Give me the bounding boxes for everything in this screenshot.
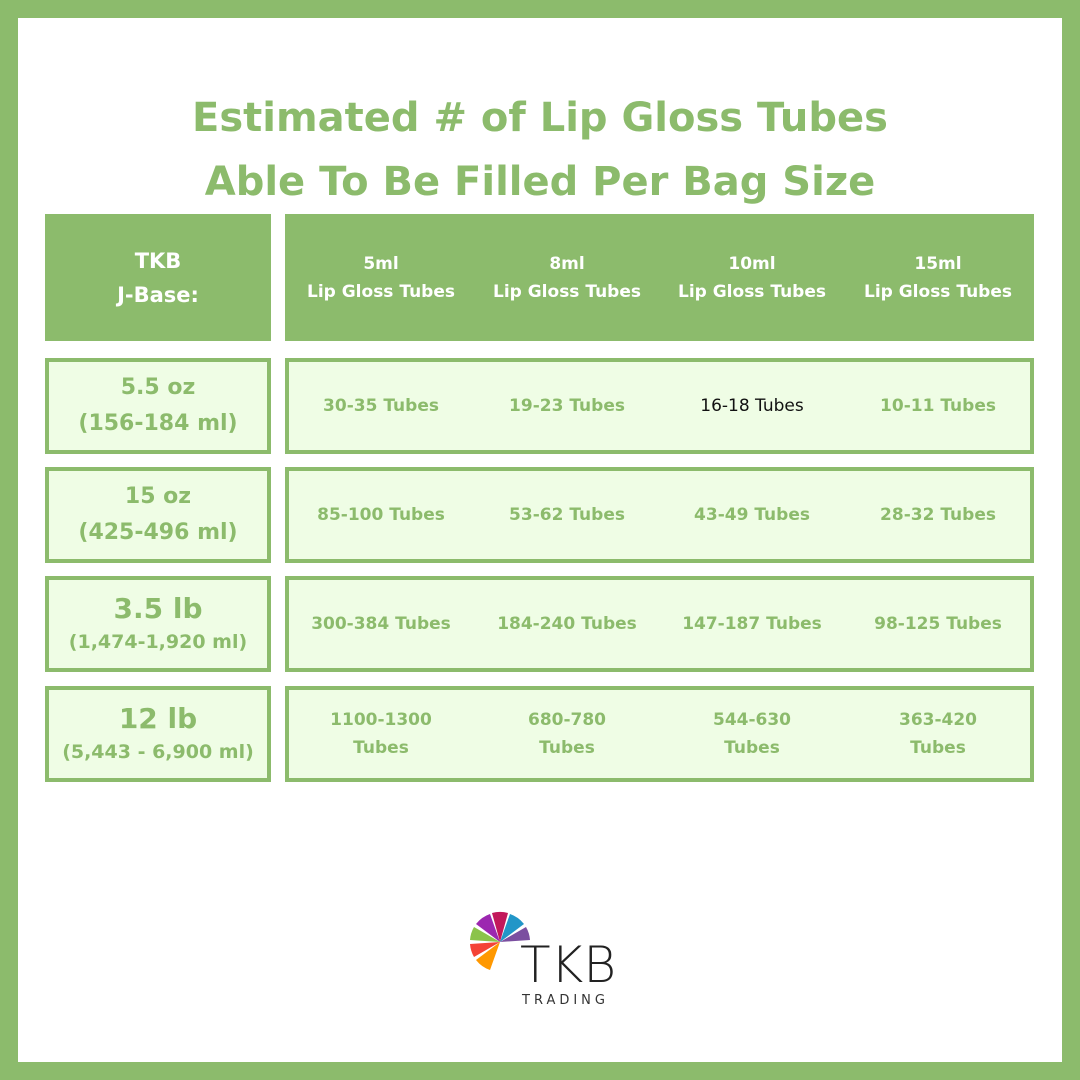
table-cell: 16-18 Tubes — [700, 396, 804, 416]
row-label: 5.5 oz (156-184 ml) — [45, 358, 271, 454]
row-cells: 85-100 Tubes 53-62 Tubes 43-49 Tubes 28-32 … — [285, 467, 1034, 563]
column-title-line: Lip Gloss Tubes — [677, 281, 826, 302]
table-cell: 28-32 Tubes — [880, 505, 996, 525]
title-line: Estimated # of Lip Gloss Tubes — [192, 95, 888, 141]
table-cell: 147-187 Tubes — [682, 614, 822, 634]
row-size: 3.5 lb — [113, 592, 203, 625]
table-cell: 1100-1300 Tubes — [330, 710, 432, 758]
table-cell: 43-49 Tubes — [694, 505, 810, 525]
table-cell: 30-35 Tubes — [323, 396, 439, 416]
column-title-line: Lip Gloss Tubes — [306, 281, 455, 302]
column-title-line: 8ml — [549, 253, 585, 274]
column-title: 8ml Lip Gloss Tubes — [477, 214, 657, 341]
column-header: 5ml Lip Gloss Tubes 8ml Lip Gloss Tubes 10ml… — [285, 214, 1034, 341]
title-line: Able To Be Filled Per Bag Size — [204, 159, 876, 205]
row-cells: 300-384 Tubes 184-240 Tubes 147-187 Tubes 9… — [285, 576, 1034, 672]
column-title-line: Lip Gloss Tubes — [492, 281, 641, 302]
table-cell: 53-62 Tubes — [509, 505, 625, 525]
row-volume: (425-496 ml) — [78, 520, 238, 545]
table-cell: 363-420 Tubes — [898, 710, 978, 758]
logo-mark — [470, 911, 530, 970]
row-volume: (156-184 ml) — [78, 411, 238, 436]
row-label: 15 oz (425-496 ml) — [45, 467, 271, 563]
corner-header: TKB J-Base: — [45, 214, 271, 341]
column-title-line: 10ml — [728, 253, 776, 274]
table-cell: 10-11 Tubes — [880, 396, 996, 416]
row-size: 5.5 oz — [120, 375, 196, 400]
corner-text: TKB — [134, 248, 182, 273]
row-volume: (5,443 - 6,900 ml) — [62, 741, 254, 763]
row-size: 15 oz — [124, 484, 192, 509]
corner-text: J-Base: — [117, 282, 199, 307]
table-cell: 184-240 Tubes — [497, 614, 637, 634]
table-cell: 544-630 Tubes — [712, 710, 792, 758]
table-cell: 85-100 Tubes — [317, 505, 445, 525]
logo-name: TKB — [520, 936, 616, 994]
column-title: 15ml Lip Gloss Tubes — [848, 214, 1028, 341]
table-cell: 19-23 Tubes — [509, 396, 625, 416]
column-title: 5ml Lip Gloss Tubes — [291, 214, 471, 341]
column-title: 10ml Lip Gloss Tubes — [662, 214, 842, 341]
row-cells: 30-35 Tubes 19-23 Tubes 16-18 Tubes 10-11 T… — [285, 358, 1034, 454]
table-cell: 680-780 Tubes — [527, 710, 607, 758]
title: Estimated # of Lip Gloss Tubes Able To B… — [18, 86, 1062, 214]
logo-tagline: TRADING — [521, 993, 609, 1008]
column-title-line: 15ml — [914, 253, 962, 274]
row-volume: (1,474-1,920 ml) — [68, 631, 248, 653]
column-title-line: Lip Gloss Tubes — [863, 281, 1012, 302]
table-cell: 300-384 Tubes — [311, 614, 451, 634]
row-cells: 1100-1300 Tubes 680-780 Tubes 544-630 Tube… — [285, 686, 1034, 782]
row-label: 3.5 lb (1,474-1,920 ml) — [45, 576, 271, 672]
row-size: 12 lb — [118, 702, 198, 735]
column-title-line: 5ml — [363, 253, 399, 274]
row-label: 12 lb (5,443 - 6,900 ml) — [45, 686, 271, 782]
table-cell: 98-125 Tubes — [874, 614, 1002, 634]
logo: TKB TRADING — [470, 911, 616, 1008]
